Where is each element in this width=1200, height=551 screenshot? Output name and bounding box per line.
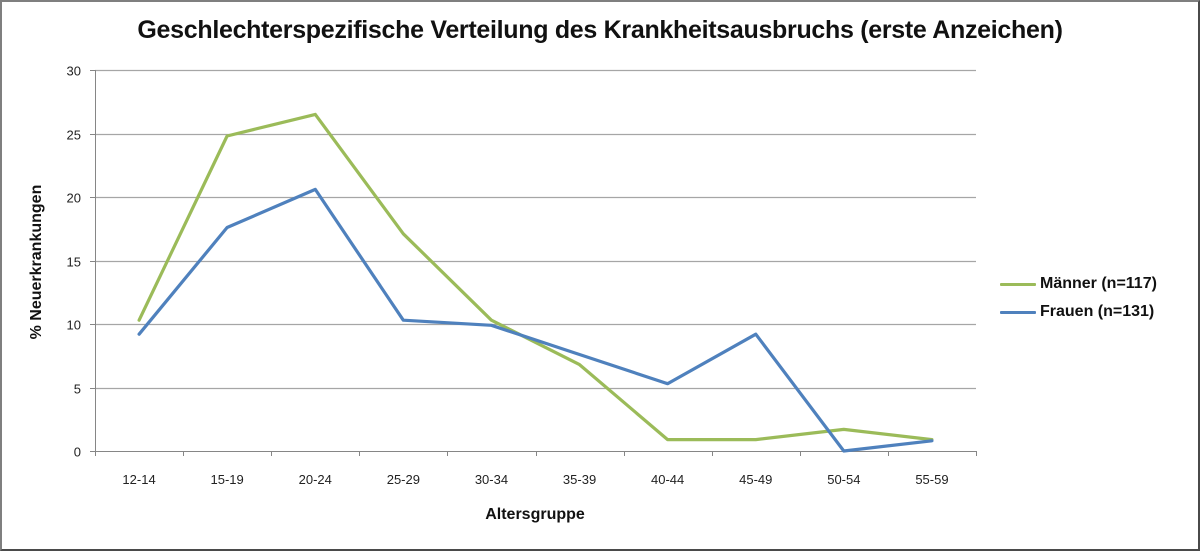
x-axis-label: Altersgruppe bbox=[485, 506, 585, 523]
legend-line-icon bbox=[1000, 282, 1036, 286]
series-line-1 bbox=[137, 187, 934, 453]
gridlines bbox=[95, 69, 976, 452]
chart-title: Geschlechterspezifische Verteilung des K… bbox=[137, 16, 1063, 44]
legend-line-icon bbox=[1000, 310, 1036, 314]
y-tick-label: 30 bbox=[67, 64, 81, 79]
y-tick-label: 20 bbox=[67, 191, 81, 206]
x-tick-label: 30-34 bbox=[475, 472, 508, 487]
y-tick-label: 5 bbox=[74, 382, 81, 397]
legend-label: Männer (n=117) bbox=[1040, 275, 1157, 292]
legend: Männer (n=117) Frauen (n=131) bbox=[1000, 270, 1157, 326]
x-tick-label: 35-39 bbox=[563, 472, 596, 487]
y-tick-label: 10 bbox=[67, 318, 81, 333]
data-series bbox=[137, 112, 934, 453]
x-tick-label: 20-24 bbox=[299, 472, 332, 487]
x-tick-label: 45-49 bbox=[739, 472, 772, 487]
legend-item-maenner: Männer (n=117) bbox=[1000, 270, 1157, 298]
y-tick-label: 0 bbox=[74, 445, 81, 460]
legend-item-frauen: Frauen (n=131) bbox=[1000, 298, 1157, 326]
x-tick-label: 15-19 bbox=[211, 472, 244, 487]
x-axis-ticks: 12-14 15-19 20-24 25-29 30-34 35-39 40-44 45-49… bbox=[95, 451, 977, 487]
y-tick-label: 25 bbox=[67, 128, 81, 143]
y-axis-ticks: 0 5 10 15 20 25 30 bbox=[67, 64, 95, 460]
x-tick-label: 12-14 bbox=[122, 472, 155, 487]
x-tick-label: 40-44 bbox=[651, 472, 684, 487]
series-line-0 bbox=[137, 112, 934, 442]
y-tick-label: 15 bbox=[67, 255, 81, 270]
x-tick-label: 55-59 bbox=[915, 472, 948, 487]
x-tick-label: 50-54 bbox=[827, 472, 860, 487]
legend-label: Frauen (n=131) bbox=[1040, 303, 1155, 320]
x-tick-label: 25-29 bbox=[387, 472, 420, 487]
